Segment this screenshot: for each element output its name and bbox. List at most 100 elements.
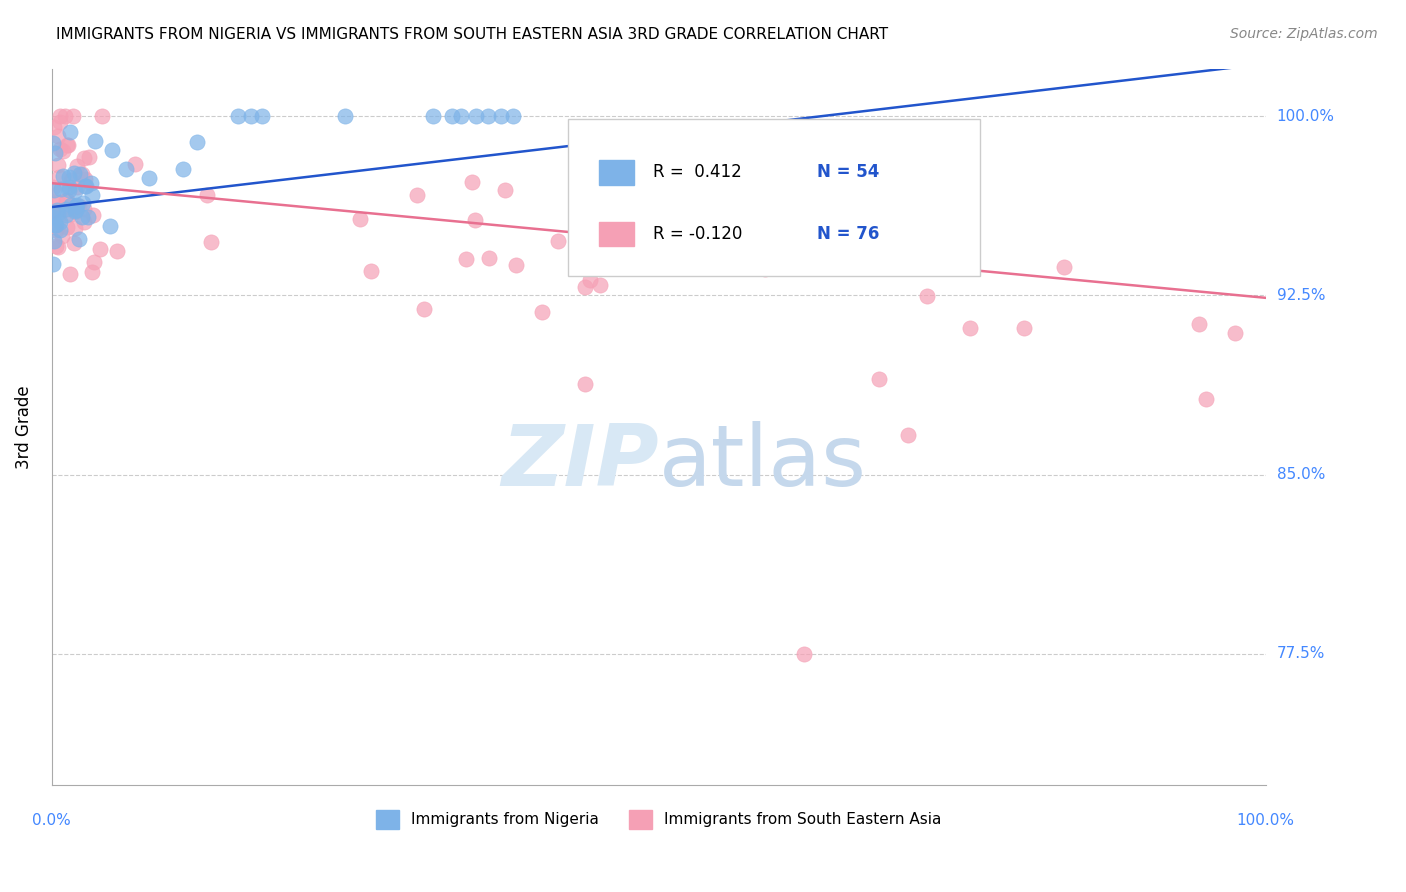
Point [58,183,80,197]
Point [49,215,72,229]
Point [578,273,600,287]
Point [63,203,86,218]
Point [42,211,65,225]
Text: 85.0%: 85.0% [1277,467,1324,482]
Point [1012,321,1035,335]
Point [589,277,612,292]
Point [897,428,920,442]
Point [80,265,103,279]
Point [42,203,65,218]
Point [65,199,87,213]
Point [44,146,66,161]
Point [98,219,121,234]
Point [915,289,938,303]
Point [55,208,77,222]
Point [59,198,82,212]
Point [45,218,67,232]
Point [76,211,98,225]
Point [464,213,486,227]
Point [56,219,79,234]
Point [89,243,111,257]
Point [422,109,444,123]
Text: IMMIGRANTS FROM NIGERIA VS IMMIGRANTS FROM SOUTH EASTERN ASIA 3RD GRADE CORRELAT: IMMIGRANTS FROM NIGERIA VS IMMIGRANTS FR… [56,27,889,42]
Point [46,206,69,220]
Point [56,193,79,207]
Point [42,183,65,197]
Point [250,109,273,123]
Point [58,169,80,184]
Point [49,142,72,156]
Point [413,302,436,317]
Point [66,198,89,212]
Point [73,215,96,229]
Point [360,264,382,278]
Point [1195,392,1218,407]
Point [46,128,69,143]
Point [44,218,66,232]
Point [226,109,249,123]
Point [63,184,86,198]
Point [239,109,262,123]
Point [186,135,208,149]
Point [793,647,815,661]
Y-axis label: 3rd Grade: 3rd Grade [15,385,32,468]
Point [60,173,83,187]
Point [48,207,70,221]
Point [82,208,104,222]
Point [63,165,86,179]
Point [574,280,596,294]
Point [52,169,75,184]
Point [48,240,70,254]
Text: R =  0.412: R = 0.412 [652,163,741,181]
Point [454,252,477,267]
Point [1225,326,1247,341]
Point [105,244,128,259]
Point [489,109,512,123]
Point [77,150,100,164]
Point [450,109,472,123]
FancyBboxPatch shape [568,119,980,277]
Point [62,109,84,123]
Point [48,170,70,185]
Point [405,188,427,202]
Point [1188,317,1211,331]
Point [195,188,218,202]
Text: R = -0.120: R = -0.120 [652,225,742,243]
Point [42,194,65,209]
Point [67,232,90,246]
Point [531,305,554,319]
Point [42,180,65,194]
Text: 77.5%: 77.5% [1277,646,1324,661]
Point [477,109,499,123]
Text: 100.0%: 100.0% [1277,109,1334,124]
Point [42,257,65,271]
Text: 0.0%: 0.0% [32,813,72,828]
Point [602,226,624,240]
Point [478,251,501,265]
Point [56,137,79,152]
Text: 92.5%: 92.5% [1277,288,1326,303]
Text: Source: ZipAtlas.com: Source: ZipAtlas.com [1230,27,1378,41]
Point [83,134,105,148]
Point [72,196,94,211]
Text: ZIP: ZIP [501,421,658,504]
Point [49,109,72,123]
Point [59,125,82,139]
Point [53,109,76,123]
Text: N = 76: N = 76 [817,225,879,243]
Point [62,235,84,250]
Point [66,179,89,194]
Point [101,143,124,157]
Text: 100.0%: 100.0% [1237,813,1295,828]
Point [49,223,72,237]
FancyBboxPatch shape [599,161,634,185]
Point [138,170,160,185]
Point [868,372,890,386]
Point [461,175,484,189]
Text: atlas: atlas [658,421,866,504]
Point [55,202,77,216]
Point [42,234,65,248]
Point [75,172,97,186]
Point [1053,260,1076,274]
Point [45,238,67,252]
